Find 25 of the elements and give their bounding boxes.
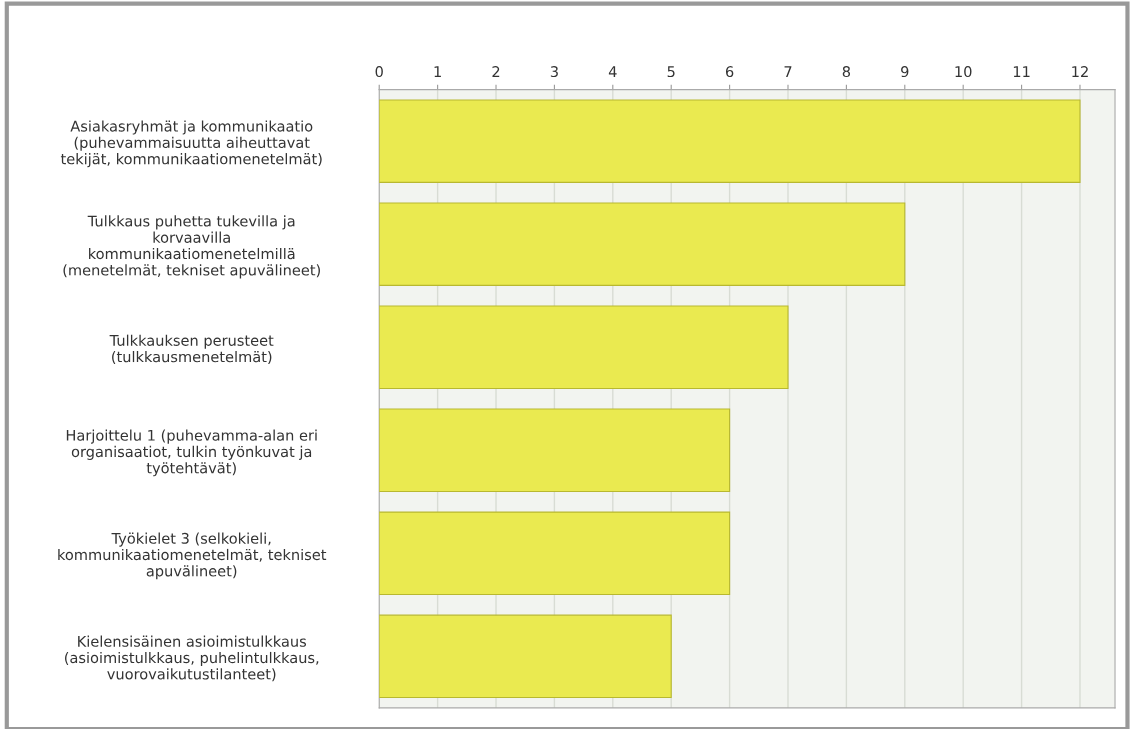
x-tick-label: 4 bbox=[608, 66, 617, 77]
x-tick-label: 3 bbox=[550, 66, 558, 78]
x-tick-label: 12 bbox=[1072, 66, 1088, 77]
x-tick-label: 0 bbox=[375, 66, 383, 78]
x-tick-label: 7 bbox=[784, 66, 792, 77]
y-tick-label: Työkielet 3 (selkokieli, kommunikaatiomenetelmät, tekniset apuvälineet) bbox=[58, 532, 327, 580]
x-tick-label: 6 bbox=[725, 66, 734, 78]
x-tick-label: 11 bbox=[1013, 66, 1030, 77]
x-tick-label: 10 bbox=[955, 66, 972, 78]
bar bbox=[379, 305, 789, 390]
bar bbox=[379, 99, 1081, 183]
y-tick-label: Tulkkauksen perusteet (tulkkausmenetelmät) bbox=[109, 334, 274, 364]
y-tick-label: Tulkkaus puhetta tukevilla ja korvaavilla kommunikaatiomenetelmillä (menetelmät, tekniset apuvälineet) bbox=[63, 215, 320, 279]
y-tick-label: Kielensisäinen asioimistulkkaus (asioimistulkkaus, puhelintulkkaus, vuorovaikutustilanteet) bbox=[65, 635, 319, 682]
x-tick-label: 2 bbox=[492, 66, 500, 77]
bar bbox=[379, 614, 672, 699]
bar bbox=[379, 202, 906, 286]
bar bbox=[379, 408, 731, 493]
x-tick-label: 8 bbox=[842, 66, 851, 78]
x-tick-label: 1 bbox=[434, 66, 441, 77]
y-tick-label: Asiakasryhmät ja kommunikaatio (puhevammaisuutta aiheuttavat tekijät, kommunikaatiomenetelmät) bbox=[60, 120, 322, 168]
y-tick-label: Harjoittelu 1 (puhevamma-alan eri organisaatiot, tulkin työnkuvat ja työtehtävät) bbox=[66, 429, 317, 477]
bar bbox=[379, 511, 731, 596]
x-tick-label: 5 bbox=[667, 66, 675, 78]
x-tick-label: 9 bbox=[901, 66, 909, 78]
